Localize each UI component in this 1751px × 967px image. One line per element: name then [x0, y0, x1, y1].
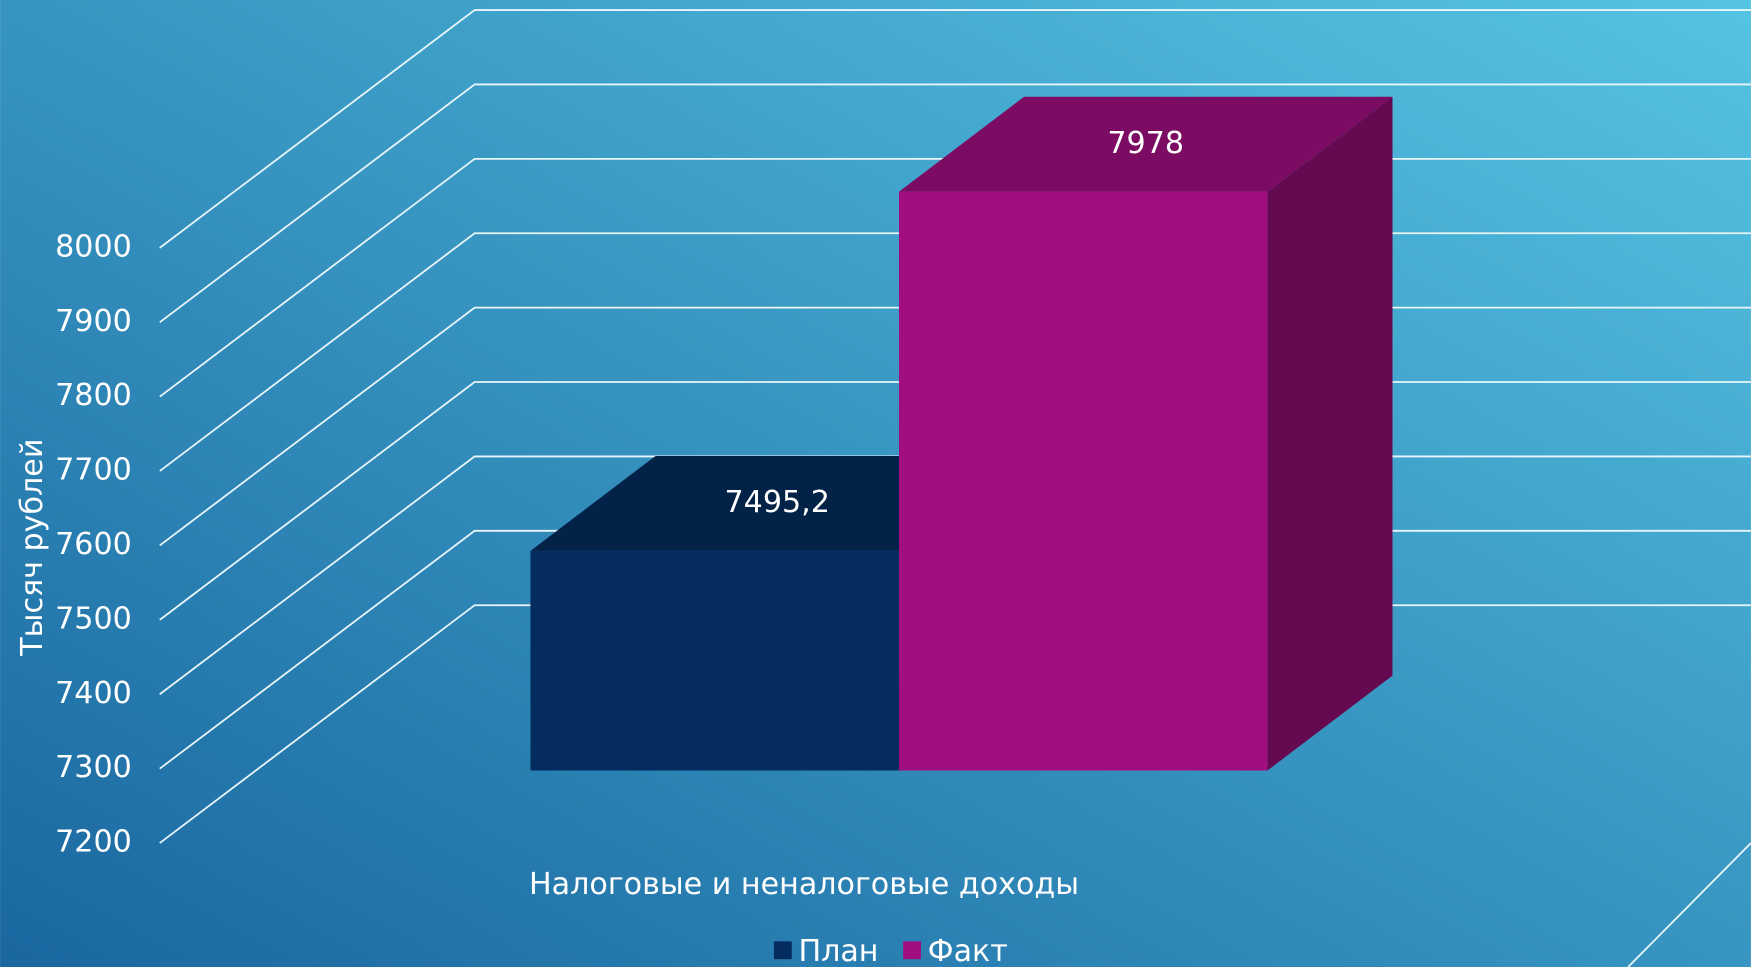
legend-label: Факт: [928, 934, 1008, 967]
y-tick-label: 8000: [55, 229, 132, 264]
bar: [530, 550, 899, 771]
data-label: 7978: [1107, 126, 1184, 161]
grid: 7200 7300 7400 7500 7600 7700 7800 7900 8000: [55, 9, 1751, 860]
bar-side: [1267, 96, 1393, 771]
y-axis-title: Тысяч рублей: [15, 439, 50, 657]
grid-line: [159, 83, 1751, 323]
bar-top: [898, 96, 1393, 192]
y-tick-label: 7500: [55, 601, 132, 636]
legend: План Факт: [773, 934, 1008, 967]
floor-edge: [1627, 842, 1751, 967]
y-tick-label: 7400: [55, 676, 132, 711]
y-tick-label: 7300: [55, 750, 132, 785]
data-label: 7495,2: [725, 485, 830, 520]
x-tick-label: Налоговые и неналоговые доходы: [529, 867, 1079, 902]
y-tick-label: 7700: [55, 453, 132, 488]
y-tick-label: 7200: [55, 825, 132, 860]
y-tick-label: 7600: [55, 527, 132, 562]
y-tick-label: 7800: [55, 378, 132, 413]
y-tick-label: 7900: [55, 304, 132, 339]
legend-swatch: [773, 941, 792, 960]
bars: 7495,2 7978: [530, 96, 1393, 771]
legend-swatch: [903, 941, 921, 960]
bar: [898, 191, 1268, 771]
legend-label: План: [798, 934, 878, 967]
grid-line: [159, 9, 1751, 249]
